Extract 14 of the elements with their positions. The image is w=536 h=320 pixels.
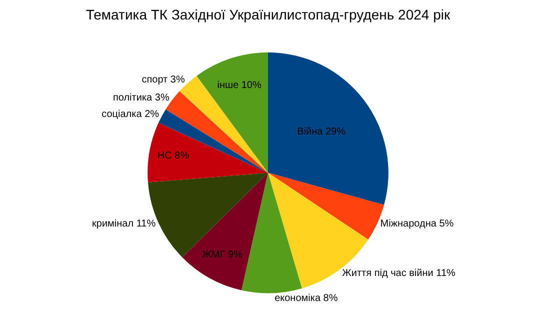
slice-label: спорт 3% [142,74,185,86]
slice-label: інше 10% [217,80,262,92]
slice-label: Життя під час війни 11% [342,268,456,279]
slice-label: кримінал 11% [92,218,156,230]
pie-slice [182,172,268,290]
slice-label: ЖМГ 9% [202,249,242,260]
pie-slice [148,122,268,182]
slice-label: соціалка 2% [102,109,160,120]
slice-label: економіка 8% [274,293,338,304]
slice-label: Міжнародна 5% [380,218,454,230]
slice-label: НС 8% [157,150,190,162]
slice-label: Війна 29% [297,126,346,138]
slice-label: політика 3% [112,92,170,104]
chart-title: Тематика ТК Західної Українилистопад-грудень 2024 рік [86,6,451,22]
